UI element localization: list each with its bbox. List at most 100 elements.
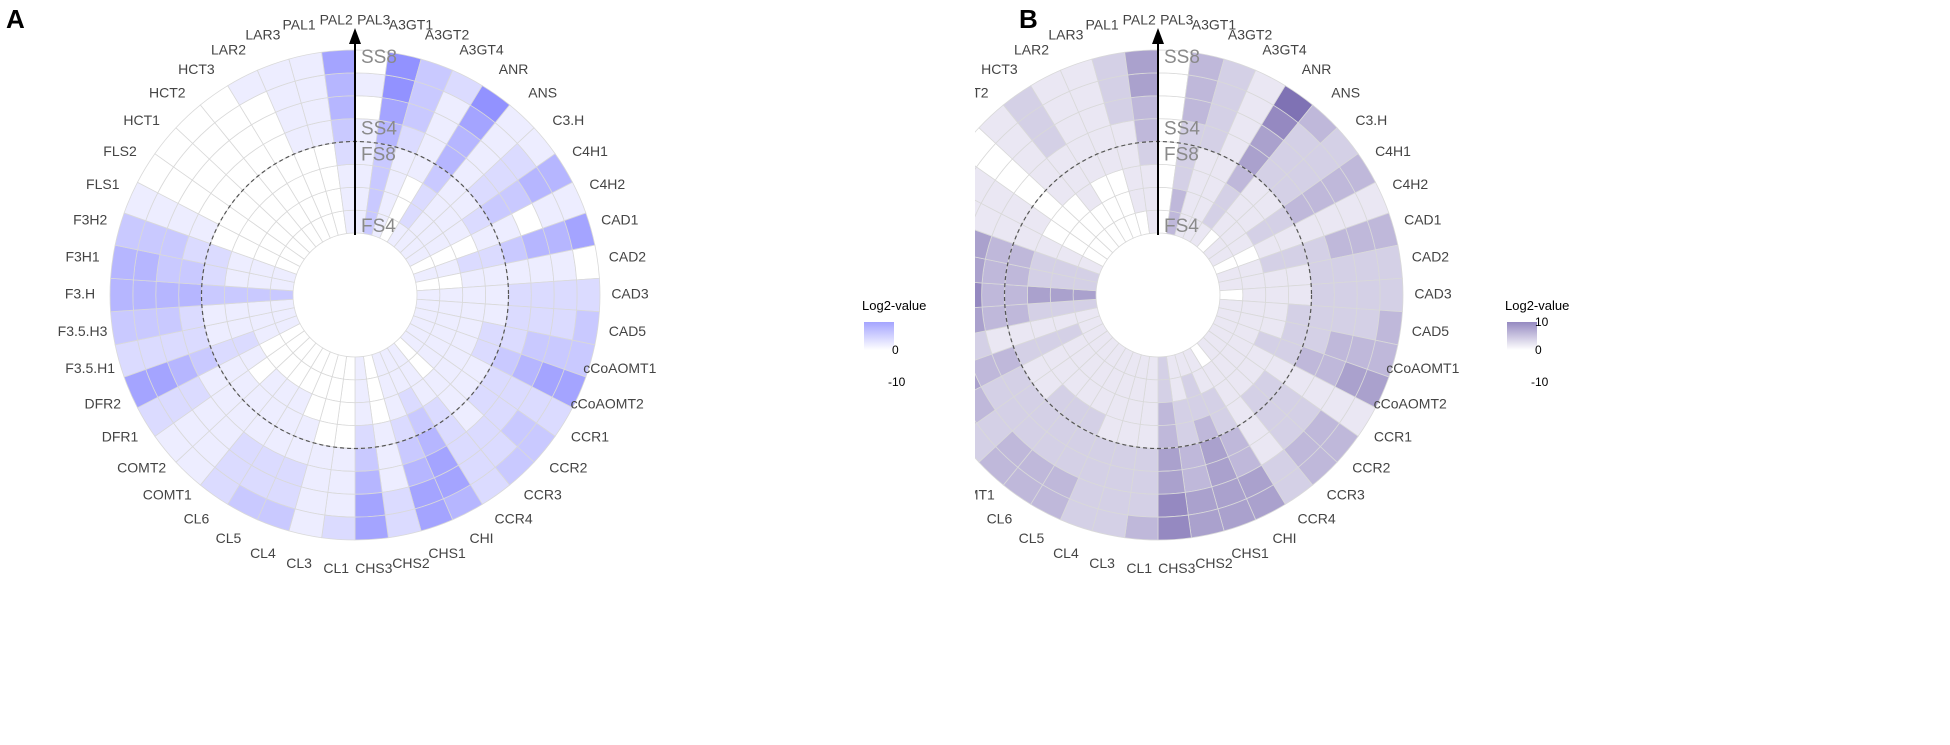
gene-label: HCT2 — [975, 85, 989, 101]
heatmap-cell-CAD2-5 — [1330, 253, 1358, 284]
heatmap-cell-PAL2-7 — [1124, 49, 1159, 76]
heatmap-cell-F3.H-4 — [981, 282, 1006, 308]
gene-label: PAL2 — [320, 11, 353, 27]
heatmap-cell-F3.5.H3-4 — [178, 305, 206, 332]
heatmap-cell-PAL2-4 — [1133, 118, 1159, 144]
gene-label: CHI — [469, 530, 493, 546]
heatmap-cell-F3.5.H3-5 — [155, 306, 183, 337]
gene-label: A3GT2 — [1228, 27, 1273, 43]
panel-b: B PAL3 A3GT1 A3GT2 A3GT4 ANR ANS C3.H C4H1 C4H2 C… — [975, 0, 1950, 745]
gene-label: CL3 — [286, 555, 312, 571]
gene-label: CAD1 — [601, 212, 639, 228]
heatmap-cell-PAL2-5 — [1130, 95, 1159, 121]
heatmap-cell-CL1-3 — [1136, 423, 1159, 449]
gene-label: CL3 — [1089, 555, 1115, 571]
gene-label: CL4 — [250, 545, 276, 561]
stage-label-SS4: SS4 — [1164, 119, 1200, 140]
heatmap-cell-F3.H-3 — [201, 284, 226, 306]
gene-label: ANS — [528, 85, 557, 101]
heatmap-cell-CAD5-6 — [549, 308, 578, 341]
heatmap-cell-F3.5.H3-6 — [132, 308, 161, 341]
gene-label: PAL3 — [357, 11, 390, 27]
heatmap-cell-PAL2-5 — [327, 95, 356, 121]
gene-label: CCR4 — [495, 510, 533, 526]
gene-label: F3H1 — [65, 248, 99, 264]
heatmap-cell-F3.H-0 — [1072, 288, 1097, 302]
gene-label: ANR — [499, 61, 529, 77]
heatmap-cell-CHS3-2 — [1157, 401, 1177, 427]
heatmap-cell-CL1-6 — [1127, 491, 1159, 518]
heatmap-cell-CAD3-0 — [416, 288, 441, 302]
gene-label: A3GT1 — [389, 16, 434, 32]
heatmap-cell-CL1-5 — [327, 469, 356, 495]
gene-label: C3.H — [1355, 112, 1387, 128]
gene-label: CL6 — [184, 510, 210, 526]
heatmap-cell-CHS3-2 — [354, 401, 374, 427]
gene-label: cCoAOMT2 — [571, 395, 644, 411]
gene-label: A3GT2 — [425, 27, 470, 43]
heatmap-cell-F3.H-2 — [223, 285, 248, 305]
gene-label: CHI — [1272, 530, 1296, 546]
gene-label: CL1 — [1126, 560, 1152, 576]
heatmap-cell-CAD3-5 — [1333, 280, 1358, 310]
heatmap-cell-CHS3-7 — [1157, 514, 1192, 541]
heatmap-cell-FLS1-6 — [975, 199, 982, 218]
gene-label: COMT2 — [117, 459, 166, 475]
gene-label: COMT1 — [143, 487, 192, 503]
heatmap-cell-CL1-7 — [1124, 514, 1159, 541]
heatmap-cell-CAD2-5 — [527, 253, 555, 284]
axis-arrow-head — [349, 28, 361, 44]
gene-label: ANS — [1331, 85, 1360, 101]
heatmap-cell-PAL2-7 — [321, 49, 356, 76]
gene-label: A3GT1 — [1192, 16, 1237, 32]
heatmap-cell-PAL2-2 — [336, 163, 356, 189]
gene-label: F3.5.H3 — [58, 323, 108, 339]
heatmap-cell-CAD3-3 — [484, 284, 509, 306]
panel-letter-b: B — [1019, 4, 1038, 34]
gene-label: CAD2 — [609, 248, 647, 264]
heatmap-cell-PAL2-3 — [1136, 141, 1159, 167]
heatmap-cell-CAD3-1 — [1242, 287, 1267, 303]
gene-label: FLS1 — [86, 176, 120, 192]
gene-label: FLS2 — [103, 143, 137, 159]
heatmap-cell-CL1-7 — [321, 514, 356, 541]
heatmap-cell-F3.5.H1-5 — [975, 330, 993, 361]
gene-label: C4H1 — [1375, 143, 1411, 159]
gene-label: PAL1 — [282, 16, 315, 32]
gene-label: CHS2 — [1195, 555, 1233, 571]
gene-label: CAD5 — [609, 323, 647, 339]
heatmap-cell-CAD3-2 — [1265, 285, 1290, 305]
gene-label: CHS3 — [1158, 560, 1196, 576]
gene-label: CL1 — [323, 560, 349, 576]
gene-label: DFR2 — [84, 395, 121, 411]
heatmap-cell-CAD3-5 — [530, 280, 555, 310]
heatmap-cell-CAD3-2 — [462, 285, 487, 305]
heatmap-cell-COMT2-7 — [975, 422, 997, 463]
gene-label: CL5 — [1019, 530, 1045, 546]
gene-label: cCoAOMT1 — [1386, 360, 1459, 376]
gene-label: CL5 — [216, 530, 242, 546]
gene-label: CCR1 — [571, 429, 609, 445]
heatmap-cell-PAL2-6 — [1127, 72, 1159, 99]
gene-label: LAR2 — [1014, 42, 1049, 58]
heatmap-cell-F3.H-4 — [178, 282, 203, 308]
gene-label: C3.H — [552, 112, 584, 128]
gene-label: PAL1 — [1085, 16, 1118, 32]
heatmap-cell-CAD5-5 — [527, 306, 555, 337]
gene-label: HCT3 — [178, 61, 215, 77]
gene-label: HCT3 — [981, 61, 1018, 77]
heatmap-cell-F3.5.H3-4 — [981, 305, 1009, 332]
heatmap-cell-CAD3-6 — [553, 279, 578, 311]
legend-tick-label: 10 — [1535, 315, 1549, 329]
gene-label: LAR3 — [1048, 27, 1083, 43]
legend-tick-label: 0 — [1535, 343, 1542, 357]
gene-label: CHS3 — [355, 560, 393, 576]
axis-arrow-head — [1152, 28, 1164, 44]
heatmap-cell-CAD3-7 — [576, 277, 601, 313]
gene-label: cCoAOMT2 — [1374, 395, 1447, 411]
gene-label: CCR4 — [1298, 510, 1336, 526]
heatmap-cell-PAL3-5 — [1157, 95, 1186, 121]
heatmap-cell-CAD3-6 — [1356, 279, 1381, 311]
heatmap-cell-CAD5-5 — [1330, 306, 1358, 337]
heatmap-cell-CAD3-0 — [1219, 288, 1244, 302]
